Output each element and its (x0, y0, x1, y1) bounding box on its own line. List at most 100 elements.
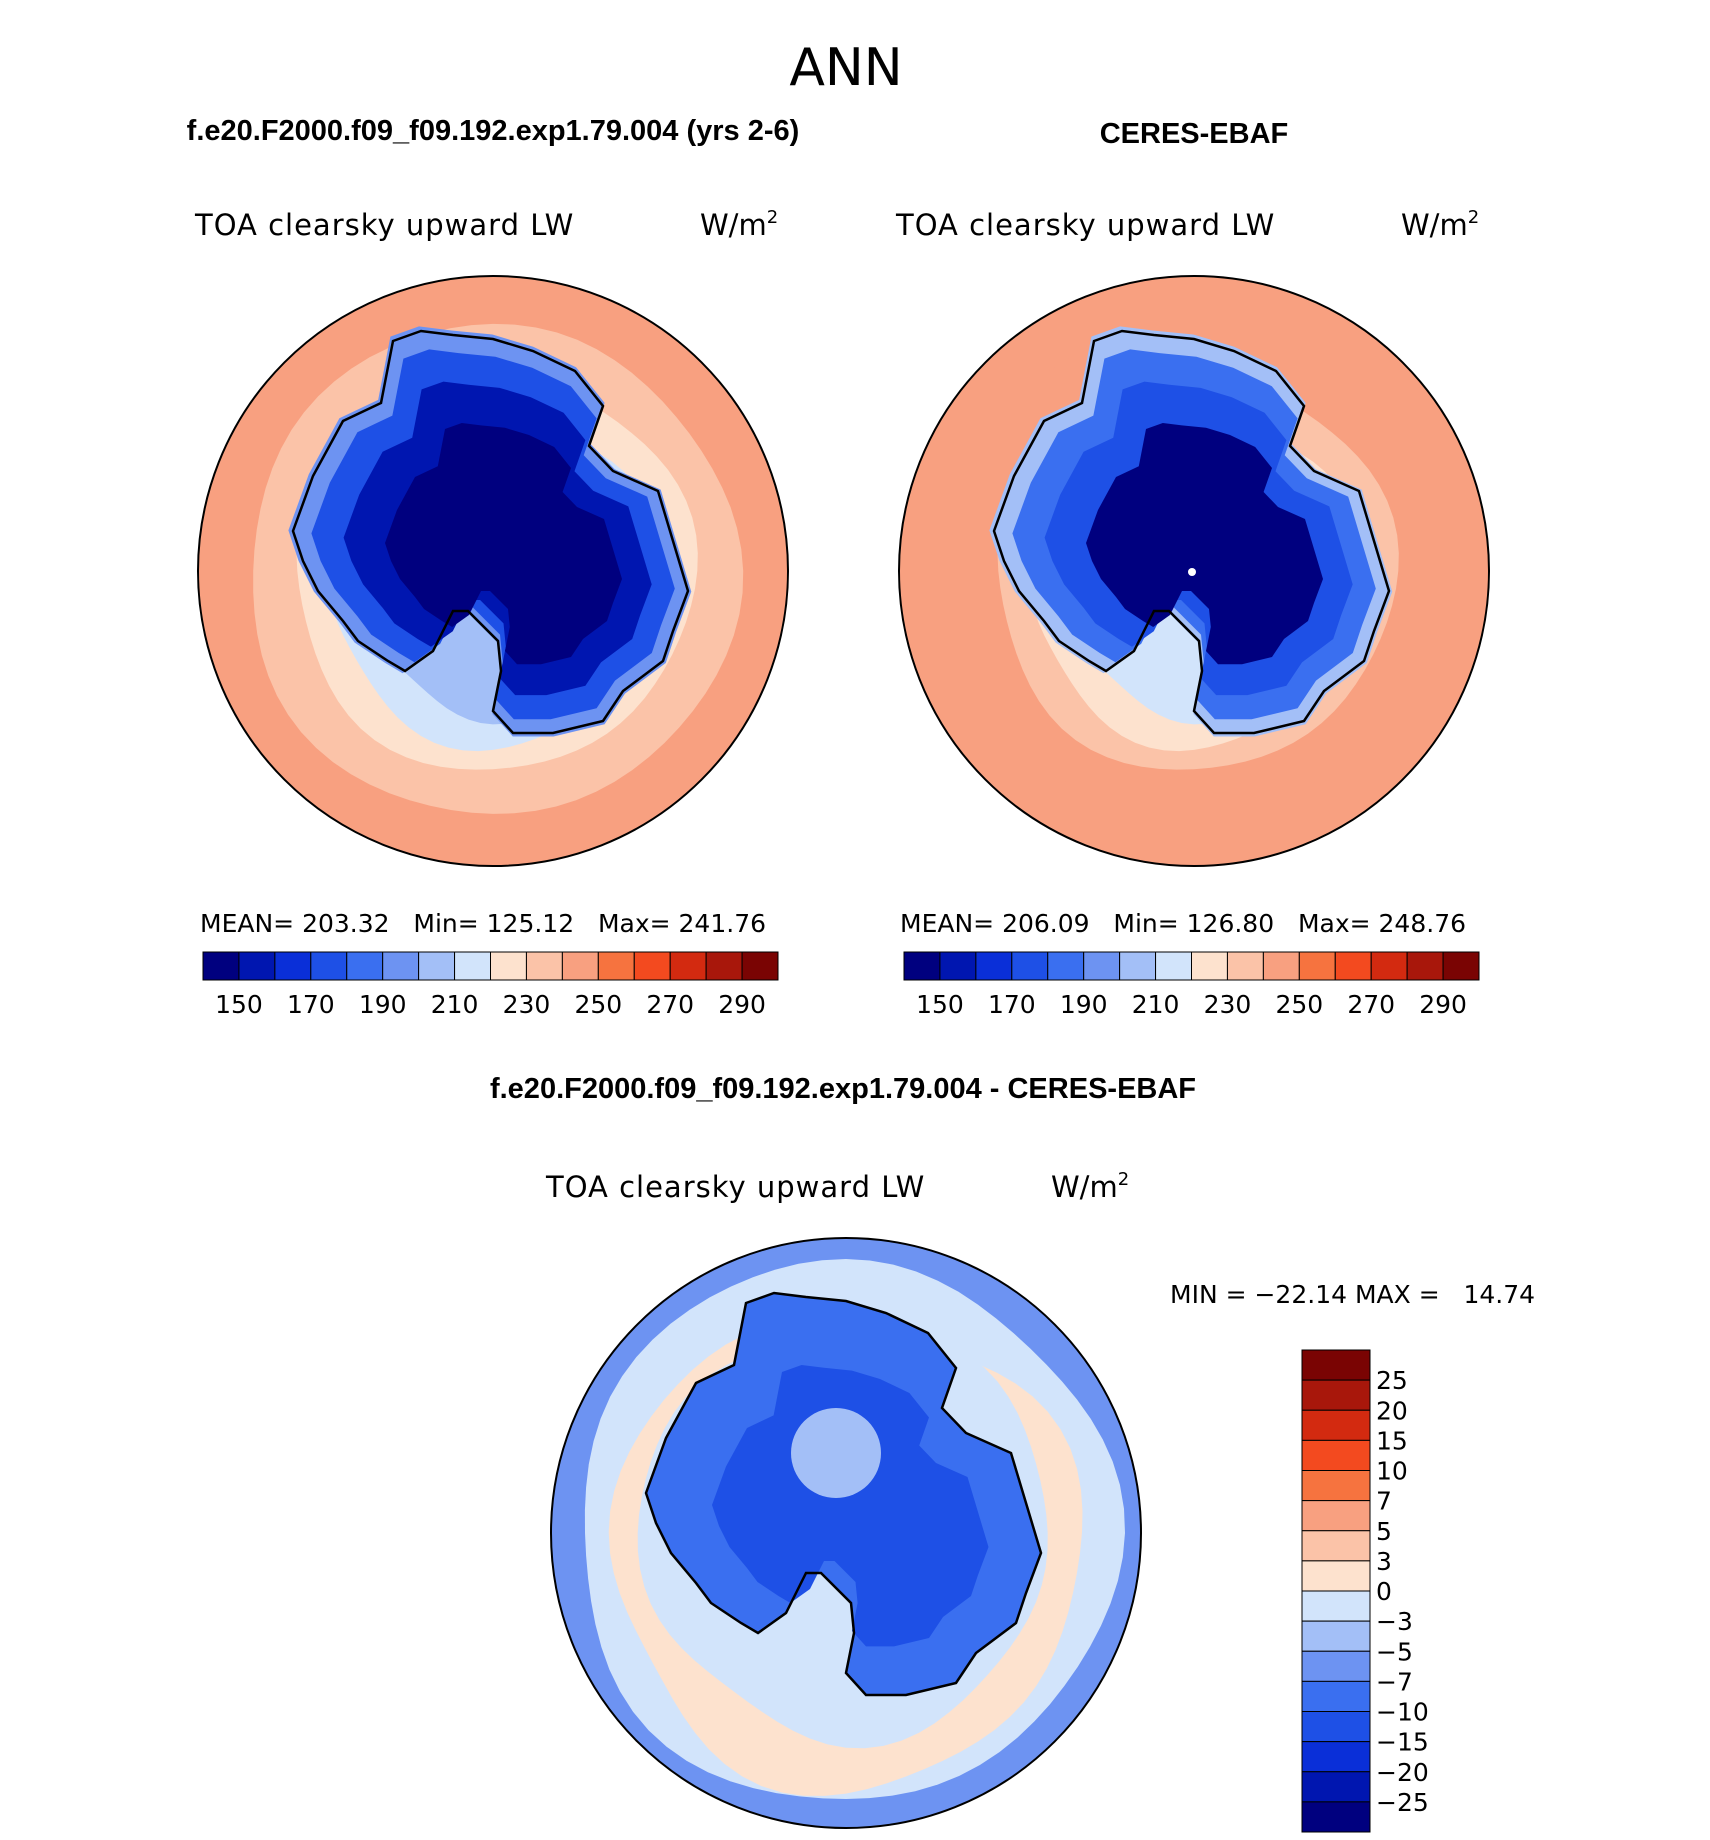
obs-colorbar-box-3 (1011, 951, 1049, 981)
model-colorbar-ticks: 150 170 190 210 230 250 270 290 (215, 990, 766, 1019)
model-colorbar-tick-label: 270 (646, 990, 694, 1019)
diff-colorbar-box-7 (1301, 1560, 1371, 1592)
model-colorbar-box-1 (238, 951, 276, 981)
obs-colorbar-box-6 (1119, 951, 1157, 981)
obs-colorbar-box-0 (903, 951, 941, 981)
model-colorbar-tick-label: 170 (287, 990, 335, 1019)
model-colorbar-box-9 (525, 951, 563, 981)
obs-colorbar-tick-label: 150 (916, 990, 964, 1019)
diff-units-label: W/m2 (1051, 1169, 1129, 1204)
obs-colorbar-ticks: 150 170 190 210 230 250 270 290 (916, 990, 1467, 1019)
diff-zone-6 (791, 1408, 881, 1498)
model-colorbar-box-11 (597, 951, 635, 981)
obs-panel: TOA clearsky upward LW W/m2 MEAN= 206.09… (895, 207, 1490, 1019)
diff-colorbar-tick-label: −25 (1376, 1788, 1429, 1817)
model-colorbar-box-12 (633, 951, 671, 981)
obs-stats: MEAN= 206.09 Min= 126.80 Max= 248.76 (900, 909, 1466, 938)
obs-colorbar-box-13 (1370, 951, 1408, 981)
obs-colorbar-box-2 (975, 951, 1013, 981)
diff-title: f.e20.F2000.f09_f09.192.exp1.79.004 - CE… (490, 1073, 1196, 1105)
diff-colorbar-box-10 (1301, 1650, 1371, 1682)
obs-colorbar-box-14 (1406, 951, 1444, 981)
diff-colorbar-tick-label: 3 (1376, 1547, 1392, 1576)
obs-colorbar-box-9 (1226, 951, 1264, 981)
diff-colorbar (1301, 1349, 1371, 1833)
season-title: ANN (789, 38, 902, 98)
obs-map (899, 276, 1489, 866)
model-colorbar-box-13 (669, 951, 707, 981)
obs-units-label: W/m2 (1401, 207, 1479, 242)
model-units-label: W/m2 (700, 207, 778, 242)
diff-map-border (550, 1237, 1142, 1829)
model-colorbar-box-0 (202, 951, 240, 981)
diff-colorbar-box-13 (1301, 1741, 1371, 1773)
model-colorbar-tick-label: 190 (359, 990, 407, 1019)
diff-colorbar-tick-label: −10 (1376, 1698, 1429, 1727)
model-colorbar-tick-label: 150 (215, 990, 263, 1019)
diff-colorbar-box-11 (1301, 1680, 1371, 1712)
obs-colorbar-tick-label: 190 (1060, 990, 1108, 1019)
obs-colorbar-tick-label: 290 (1419, 990, 1467, 1019)
model-colorbar-box-8 (490, 951, 527, 981)
diff-colorbar-tick-label: −15 (1376, 1728, 1429, 1757)
left-case-title: f.e20.F2000.f09_f09.192.exp1.79.004 (yrs… (187, 115, 800, 147)
diff-colorbar-tick-label: −3 (1376, 1607, 1413, 1636)
model-map-border (197, 275, 789, 867)
diff-colorbar-box-8 (1301, 1590, 1371, 1622)
obs-colorbar-box-1 (939, 951, 977, 981)
model-colorbar-box-5 (382, 951, 420, 981)
obs-map-border (898, 275, 1490, 867)
obs-colorbar-box-5 (1083, 951, 1121, 981)
model-colorbar-tick-label: 230 (503, 990, 551, 1019)
obs-colorbar-tick-label: 210 (1132, 990, 1180, 1019)
diff-colorbar-box-0 (1301, 1349, 1371, 1381)
model-colorbar-box-14 (705, 951, 743, 981)
diff-colorbar-tick-label: 25 (1376, 1366, 1408, 1395)
diff-colorbar-box-2 (1301, 1409, 1371, 1441)
model-colorbar-box-2 (274, 951, 312, 981)
model-colorbar-box-6 (418, 951, 456, 981)
obs-colorbar-tick-label: 230 (1204, 990, 1252, 1019)
diff-colorbar-tick-label: 15 (1376, 1426, 1408, 1455)
obs-colorbar-tick-label: 170 (988, 990, 1036, 1019)
diff-map (551, 1238, 1141, 1828)
obs-colorbar-box-8 (1191, 951, 1228, 981)
diff-colorbar-box-3 (1301, 1439, 1371, 1471)
right-case-title: CERES-EBAF (1100, 118, 1289, 150)
obs-pole-marker (1188, 568, 1196, 576)
model-panel: TOA clearsky upward LW W/m2 MEAN= 203.32… (194, 207, 789, 1019)
obs-colorbar-box-10 (1262, 951, 1300, 981)
obs-colorbar-tick-label: 250 (1275, 990, 1323, 1019)
diff-colorbar-tick-label: 10 (1376, 1457, 1408, 1486)
diff-colorbar-tick-label: 0 (1376, 1577, 1392, 1606)
diff-contour-zones (551, 1238, 1141, 1828)
diff-colorbar-tick-label: −20 (1376, 1758, 1429, 1787)
diff-colorbar-tick-label: −5 (1376, 1637, 1413, 1666)
diff-colorbar-box-1 (1301, 1379, 1371, 1411)
model-map (198, 276, 788, 866)
diff-colorbar-box-12 (1301, 1711, 1371, 1743)
model-contour-zones (198, 276, 788, 866)
model-colorbar-box-15 (741, 951, 779, 981)
model-colorbar (202, 951, 779, 981)
obs-colorbar (903, 951, 1480, 981)
obs-colorbar-box-11 (1298, 951, 1336, 981)
diff-panel: TOA clearsky upward LW W/m2 MIN = −22.14… (545, 1169, 1535, 1833)
diff-colorbar-box-9 (1301, 1620, 1371, 1652)
diff-colorbar-box-6 (1301, 1530, 1371, 1562)
obs-colorbar-box-4 (1047, 951, 1085, 981)
model-colorbar-box-3 (310, 951, 348, 981)
diff-colorbar-box-14 (1301, 1771, 1371, 1803)
diff-stats: MIN = −22.14 MAX = 14.74 (1170, 1280, 1535, 1309)
model-colorbar-tick-label: 290 (718, 990, 766, 1019)
obs-colorbar-box-7 (1155, 951, 1192, 981)
diff-colorbar-tick-label: 20 (1376, 1396, 1408, 1425)
diff-colorbar-box-5 (1301, 1500, 1371, 1532)
model-stats: MEAN= 203.32 Min= 125.12 Max= 241.76 (200, 909, 766, 938)
obs-colorbar-box-12 (1334, 951, 1372, 981)
obs-colorbar-tick-label: 270 (1347, 990, 1395, 1019)
obs-variable-label: TOA clearsky upward LW (895, 208, 1275, 242)
obs-colorbar-box-15 (1442, 951, 1480, 981)
